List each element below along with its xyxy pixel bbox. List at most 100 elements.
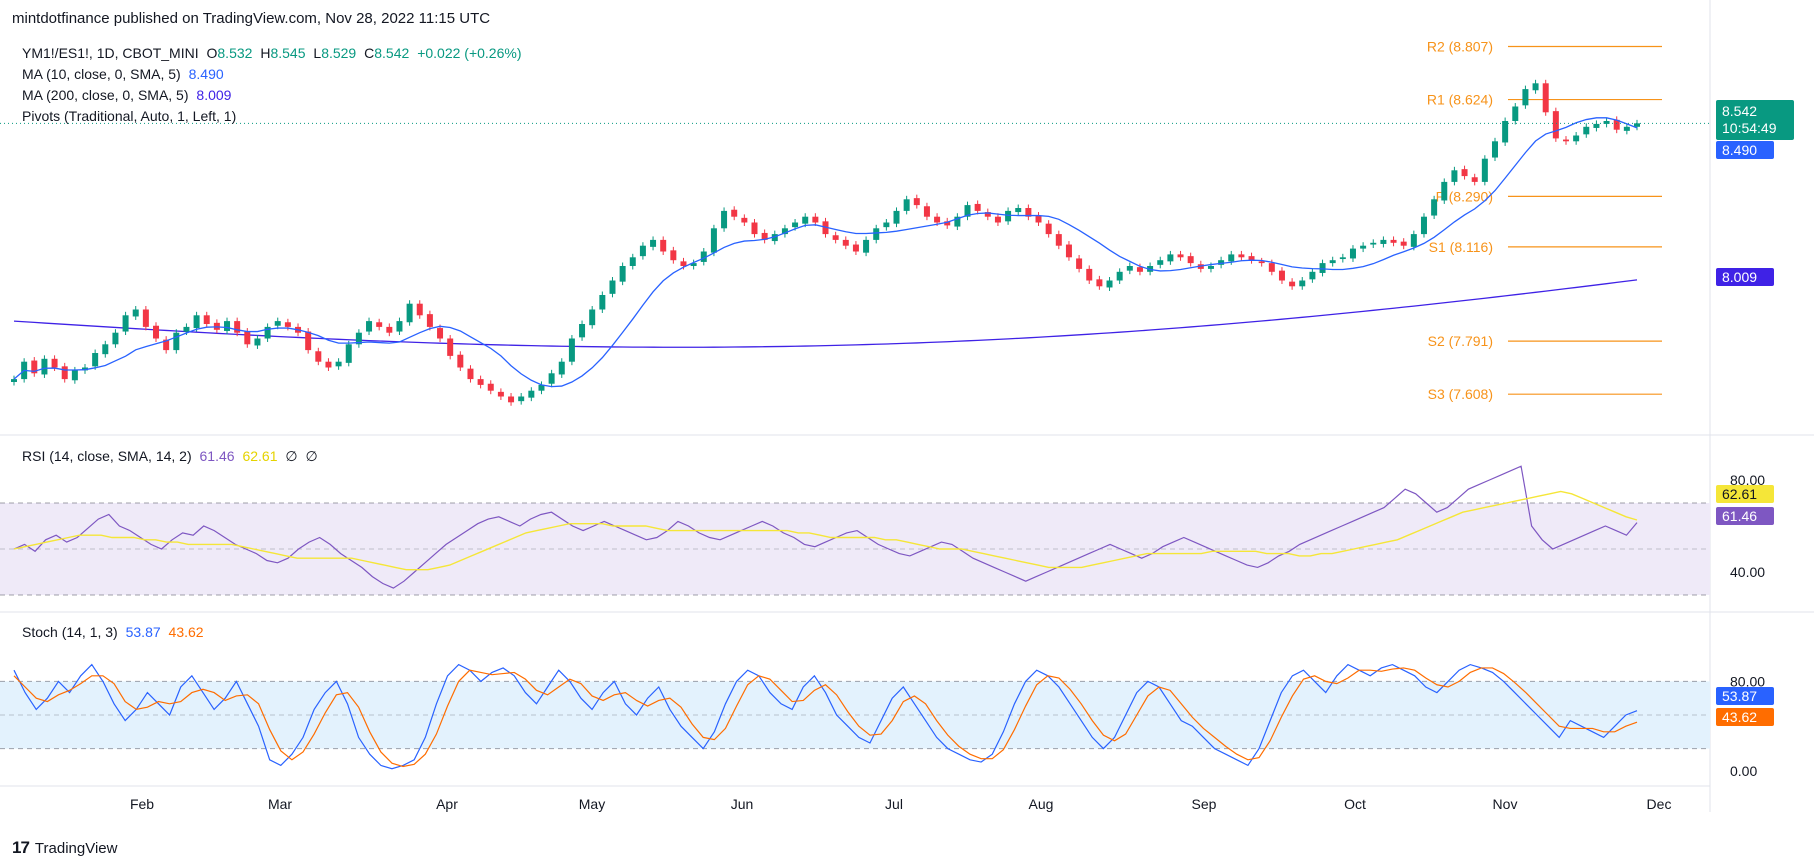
candle-body xyxy=(1623,126,1630,131)
candle-body xyxy=(1532,83,1539,91)
candle-body xyxy=(1471,177,1478,182)
candle-body xyxy=(163,339,170,351)
candle-body xyxy=(609,280,616,294)
candle-body xyxy=(893,210,900,224)
tradingview-footer[interactable]: 17 TradingView xyxy=(12,838,117,858)
pivot-label: R2 (8.807) xyxy=(1427,38,1493,54)
candle-body xyxy=(913,198,920,206)
high-label: H xyxy=(260,45,271,61)
candle-body xyxy=(1410,234,1417,247)
rsi-legend[interactable]: RSI (14, close, SMA, 14, 2) 61.46 62.61 … xyxy=(22,448,318,465)
candle-body xyxy=(497,391,504,397)
rsi-name: RSI (14, close, SMA, 14, 2) xyxy=(22,448,192,464)
candle-body xyxy=(183,326,190,332)
candle-body xyxy=(1299,280,1306,287)
month-tick: Apr xyxy=(436,796,458,812)
candle-body xyxy=(1116,271,1123,281)
last-price-badge: 8.542 10:54:49 xyxy=(1716,100,1794,140)
candle-body xyxy=(366,321,373,332)
candle-body xyxy=(812,216,819,223)
candle-body xyxy=(61,366,68,380)
month-tick: Aug xyxy=(1029,796,1054,812)
month-tick: Sep xyxy=(1192,796,1217,812)
open-label: O xyxy=(206,45,218,61)
month-tick: Feb xyxy=(130,796,154,812)
candle-body xyxy=(274,321,281,326)
candle-body xyxy=(710,228,717,253)
candle-body xyxy=(731,209,738,217)
candle-body xyxy=(1055,234,1062,246)
candle-body xyxy=(345,344,352,363)
candle-body xyxy=(254,338,261,346)
ma10-price-badge: 8.490 xyxy=(1716,141,1774,159)
rsi-extra2: ∅ xyxy=(305,448,318,464)
candle-body xyxy=(1400,241,1407,246)
pivots-legend[interactable]: Pivots (Traditional, Auto, 1, Left, 1) xyxy=(22,108,236,124)
stoch-k-value: 53.87 xyxy=(125,624,161,640)
candle-body xyxy=(82,367,89,371)
candle-body xyxy=(589,309,596,326)
candle-body xyxy=(1278,270,1285,281)
candle-body xyxy=(639,245,646,257)
candle-body xyxy=(457,354,464,368)
ma200-legend[interactable]: MA (200, close, 0, SMA, 5) 8.009 xyxy=(22,87,231,103)
pivot-label: S1 (8.116) xyxy=(1429,239,1493,255)
symbol-legend[interactable]: YM1!/ES1!, 1D, CBOT_MINI O8.532 H8.545 L… xyxy=(22,45,521,61)
candle-body xyxy=(863,239,870,253)
candle-body xyxy=(305,331,312,351)
candle-body xyxy=(1157,260,1164,265)
ma10-line-group xyxy=(13,117,1638,388)
brand-name: TradingView xyxy=(34,839,118,857)
candle-body xyxy=(1380,239,1387,244)
month-tick: Jun xyxy=(731,796,754,812)
stoch-band xyxy=(0,680,1710,750)
candle-body xyxy=(203,315,210,324)
candle-body xyxy=(751,222,758,235)
candle-body xyxy=(1309,271,1316,280)
candle-body xyxy=(264,326,271,339)
candle-body xyxy=(1349,248,1356,259)
candle-body xyxy=(244,331,251,345)
rsi-axis-tick: 80.00 xyxy=(1730,472,1765,488)
candle-body xyxy=(974,203,981,211)
candle-body xyxy=(670,250,677,261)
candle-body xyxy=(802,216,809,224)
last-price-value: 8.542 xyxy=(1722,103,1758,119)
candle-body xyxy=(1522,89,1529,106)
candle-body xyxy=(619,266,626,282)
candle-body xyxy=(1502,121,1509,143)
candle-body xyxy=(721,210,728,229)
candle-body xyxy=(984,212,991,217)
close-label: C xyxy=(364,45,375,61)
candle-body xyxy=(1106,280,1113,288)
axis-ticks: Feb Mar Apr May Jun Jul Aug Sep Oct Nov Dec 80.00 40… xyxy=(130,472,1765,812)
pivot-levels: R2 (8.807) R1 (8.624) P (8.290) S1 (8.116) S… xyxy=(1427,38,1662,402)
candles xyxy=(11,79,1640,406)
candle-body xyxy=(1562,139,1569,142)
candle-body xyxy=(1258,261,1265,264)
candle-body xyxy=(508,396,515,403)
candle-body xyxy=(386,326,393,333)
candle-body xyxy=(234,321,241,333)
candle-body xyxy=(1583,126,1590,135)
candle-body xyxy=(518,396,525,402)
stoch-legend[interactable]: Stoch (14, 1, 3) 53.87 43.62 xyxy=(22,624,204,640)
rsi-ma-badge: 62.61 xyxy=(1716,485,1774,503)
candle-body xyxy=(650,239,657,247)
candle-body xyxy=(437,328,444,339)
candle-body xyxy=(406,303,413,323)
candle-body xyxy=(629,257,636,266)
rsi-axis-tick: 40.00 xyxy=(1730,564,1765,580)
candle-body xyxy=(1187,256,1194,264)
rsi-ma-value: 62.61 xyxy=(242,448,278,464)
candle-body xyxy=(579,324,586,338)
candle-body xyxy=(193,315,200,329)
candle-body xyxy=(1136,267,1143,272)
candle-body xyxy=(1329,260,1336,264)
candle-body xyxy=(548,373,555,384)
ma200-name: MA (200, close, 0, SMA, 5) xyxy=(22,87,189,103)
candle-body xyxy=(883,222,890,228)
month-tick: Mar xyxy=(268,796,292,812)
ma10-legend[interactable]: MA (10, close, 0, SMA, 5) 8.490 xyxy=(22,66,224,82)
